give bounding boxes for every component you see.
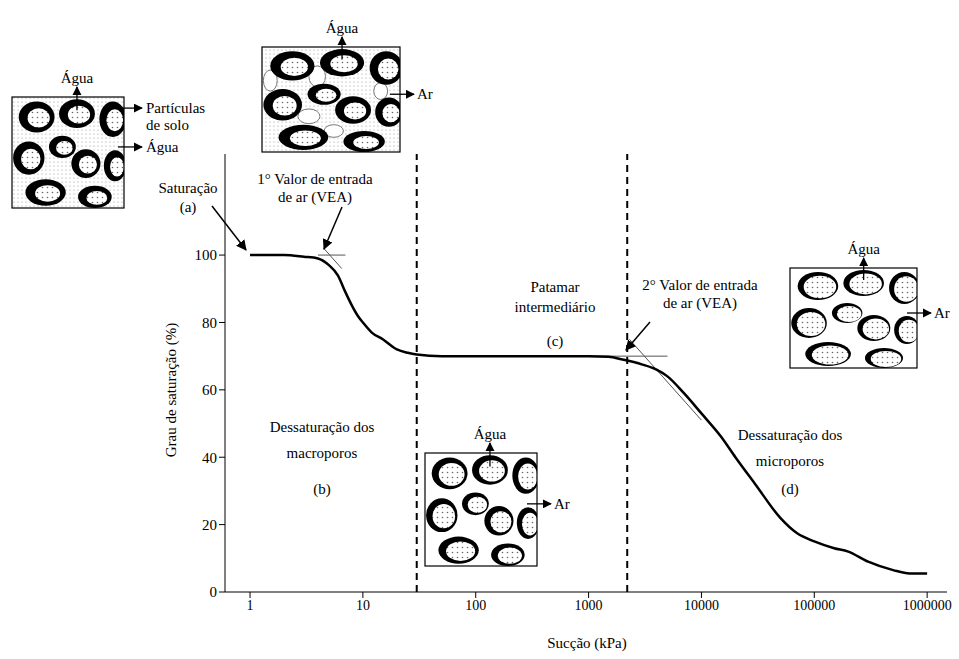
svg-text:(a): (a) — [180, 199, 197, 216]
svg-text:Grau de saturação (%): Grau de saturação (%) — [163, 323, 180, 458]
svg-text:Água: Água — [326, 20, 359, 36]
svg-text:Partículasde solo: Partículasde solo — [146, 100, 205, 133]
svg-text:Ar: Ar — [417, 86, 433, 102]
svg-text:60: 60 — [202, 382, 217, 398]
svg-text:(b): (b) — [313, 481, 331, 498]
svg-text:1° Valor de entradade ar (VEA): 1° Valor de entradade ar (VEA) — [257, 171, 373, 206]
svg-text:80: 80 — [202, 315, 217, 331]
svg-text:20: 20 — [202, 517, 217, 533]
svg-text:Dessaturação dosmacroporos: Dessaturação dosmacroporos — [270, 419, 375, 461]
svg-text:Água: Água — [146, 139, 179, 155]
svg-text:Água: Água — [474, 426, 507, 442]
svg-text:(c): (c) — [547, 333, 564, 350]
svg-text:10: 10 — [356, 598, 370, 613]
svg-text:(d): (d) — [781, 481, 799, 498]
svg-text:Ar: Ar — [934, 305, 950, 321]
svg-text:10000: 10000 — [684, 598, 719, 613]
svg-text:1000: 1000 — [575, 598, 603, 613]
svg-text:Água: Água — [61, 70, 94, 86]
svg-text:100: 100 — [195, 247, 218, 263]
svg-text:1000000: 1000000 — [903, 598, 952, 613]
svg-text:Ar: Ar — [554, 496, 570, 512]
svg-text:Patamarintermediário: Patamarintermediário — [515, 279, 596, 315]
svg-text:40: 40 — [202, 450, 217, 466]
svg-text:2° Valor de entradade ar (VEA): 2° Valor de entradade ar (VEA) — [642, 277, 758, 312]
svg-text:Água: Água — [847, 241, 880, 257]
svg-text:100000: 100000 — [793, 598, 835, 613]
svg-text:Sucção (kPa): Sucção (kPa) — [547, 635, 627, 652]
svg-text:Dessaturação dosmicroporos: Dessaturação dosmicroporos — [738, 427, 843, 469]
svg-text:Saturação: Saturação — [158, 180, 217, 196]
svg-text:100: 100 — [465, 598, 486, 613]
svg-text:0: 0 — [210, 584, 218, 600]
svg-text:1: 1 — [247, 598, 254, 613]
